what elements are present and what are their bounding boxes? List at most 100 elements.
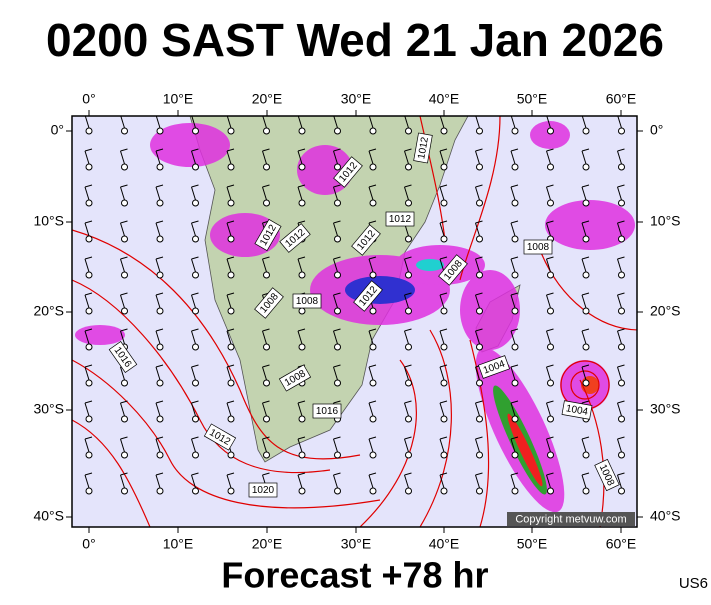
barb xyxy=(262,438,267,453)
barb-flag xyxy=(191,148,199,152)
station xyxy=(440,163,448,171)
station xyxy=(476,163,483,171)
copyright-box xyxy=(507,512,635,526)
barb-flag xyxy=(121,113,128,115)
map-frame xyxy=(71,115,638,528)
barb-flag xyxy=(191,256,199,260)
barb-flag xyxy=(226,292,235,296)
barb-flag xyxy=(617,220,625,224)
barb xyxy=(439,116,445,129)
barb xyxy=(581,222,587,237)
barb xyxy=(546,186,551,201)
station xyxy=(618,487,625,495)
barb-flag xyxy=(155,400,164,404)
barb-flag xyxy=(581,256,590,260)
barb-flag xyxy=(333,400,341,404)
barb xyxy=(84,366,90,381)
station xyxy=(121,379,128,387)
station xyxy=(547,127,554,135)
barb xyxy=(510,258,516,273)
barb-flag xyxy=(155,292,164,296)
barb-flag xyxy=(191,472,199,476)
station xyxy=(227,415,235,423)
wind-barbs xyxy=(84,113,625,495)
barb-flag xyxy=(581,472,590,476)
barb xyxy=(581,474,587,489)
barb-flag xyxy=(262,148,270,152)
station xyxy=(511,415,519,423)
lat-label-right: 10°S xyxy=(650,213,681,229)
barb-flag xyxy=(546,328,554,332)
station xyxy=(263,271,270,279)
barb-flag xyxy=(120,256,128,260)
barb-flag xyxy=(546,400,554,404)
station xyxy=(227,487,235,495)
barb-flag xyxy=(297,436,306,440)
barb xyxy=(120,438,125,453)
station xyxy=(547,271,554,279)
barb-flag xyxy=(510,256,519,260)
station xyxy=(85,127,93,135)
barb-flag xyxy=(617,256,625,260)
barb xyxy=(297,474,303,489)
station xyxy=(85,343,93,351)
barb xyxy=(475,222,480,237)
station xyxy=(369,487,377,495)
station xyxy=(405,235,412,243)
barb xyxy=(120,258,125,273)
barb xyxy=(439,150,445,165)
barb-flag xyxy=(510,148,519,152)
barb xyxy=(297,116,303,129)
isobar-label-box xyxy=(351,224,381,256)
station xyxy=(547,163,554,171)
station xyxy=(369,127,377,135)
station xyxy=(298,271,306,279)
station xyxy=(263,415,270,423)
lat-label-right: 30°S xyxy=(650,401,681,417)
station xyxy=(121,271,128,279)
station xyxy=(369,343,377,351)
station xyxy=(263,199,270,207)
isobar-label: 1008 xyxy=(523,239,553,255)
barb-flag xyxy=(368,364,377,368)
barb-flag xyxy=(546,364,554,368)
barb xyxy=(333,294,338,309)
barb xyxy=(84,294,90,309)
station xyxy=(547,379,554,387)
station xyxy=(156,415,164,423)
isobar-label: 1020 xyxy=(248,482,278,498)
barb xyxy=(262,402,267,417)
station xyxy=(298,127,306,135)
barb-flag xyxy=(617,436,625,440)
barb-flag xyxy=(120,184,128,188)
barb xyxy=(581,294,587,309)
barb xyxy=(155,186,161,201)
barb xyxy=(368,438,374,453)
barb-flag xyxy=(155,472,164,476)
barb xyxy=(439,474,445,489)
barb-flag xyxy=(510,436,519,440)
barb-flag xyxy=(581,148,590,152)
barb xyxy=(404,474,409,489)
barb-flag xyxy=(297,148,306,152)
barb-flag xyxy=(510,400,519,404)
barb-flag xyxy=(120,220,128,224)
barb xyxy=(581,186,587,201)
barb xyxy=(120,402,125,417)
barb-flag xyxy=(617,364,625,368)
barb-flag xyxy=(581,328,590,332)
station xyxy=(192,343,199,351)
barb xyxy=(333,330,338,345)
barb-flag xyxy=(617,328,625,332)
lat-label-left: 0° xyxy=(51,122,64,138)
barb xyxy=(475,116,480,129)
barb-flag xyxy=(120,292,128,296)
barb xyxy=(262,186,267,201)
station xyxy=(227,235,235,243)
barb-flag xyxy=(226,148,235,152)
barb-flag xyxy=(192,113,199,115)
barb-flag xyxy=(546,472,554,476)
barb xyxy=(404,116,409,129)
station xyxy=(369,199,377,207)
barb-flag xyxy=(155,220,164,224)
